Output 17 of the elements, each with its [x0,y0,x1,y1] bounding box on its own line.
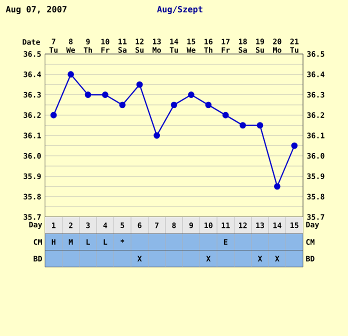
chart-title: Aug/Szept [157,6,202,14]
point [154,132,160,139]
point [136,81,143,88]
point [50,112,57,118]
point [256,122,264,128]
point [291,142,298,149]
point [188,92,194,98]
point [102,92,108,98]
text: Aug 07, 2007 [6,6,66,14]
point [274,183,280,190]
point [222,112,229,118]
point [84,92,92,98]
point [240,122,246,128]
point [119,102,126,108]
point [205,102,212,108]
point [170,102,178,108]
point [68,71,74,78]
